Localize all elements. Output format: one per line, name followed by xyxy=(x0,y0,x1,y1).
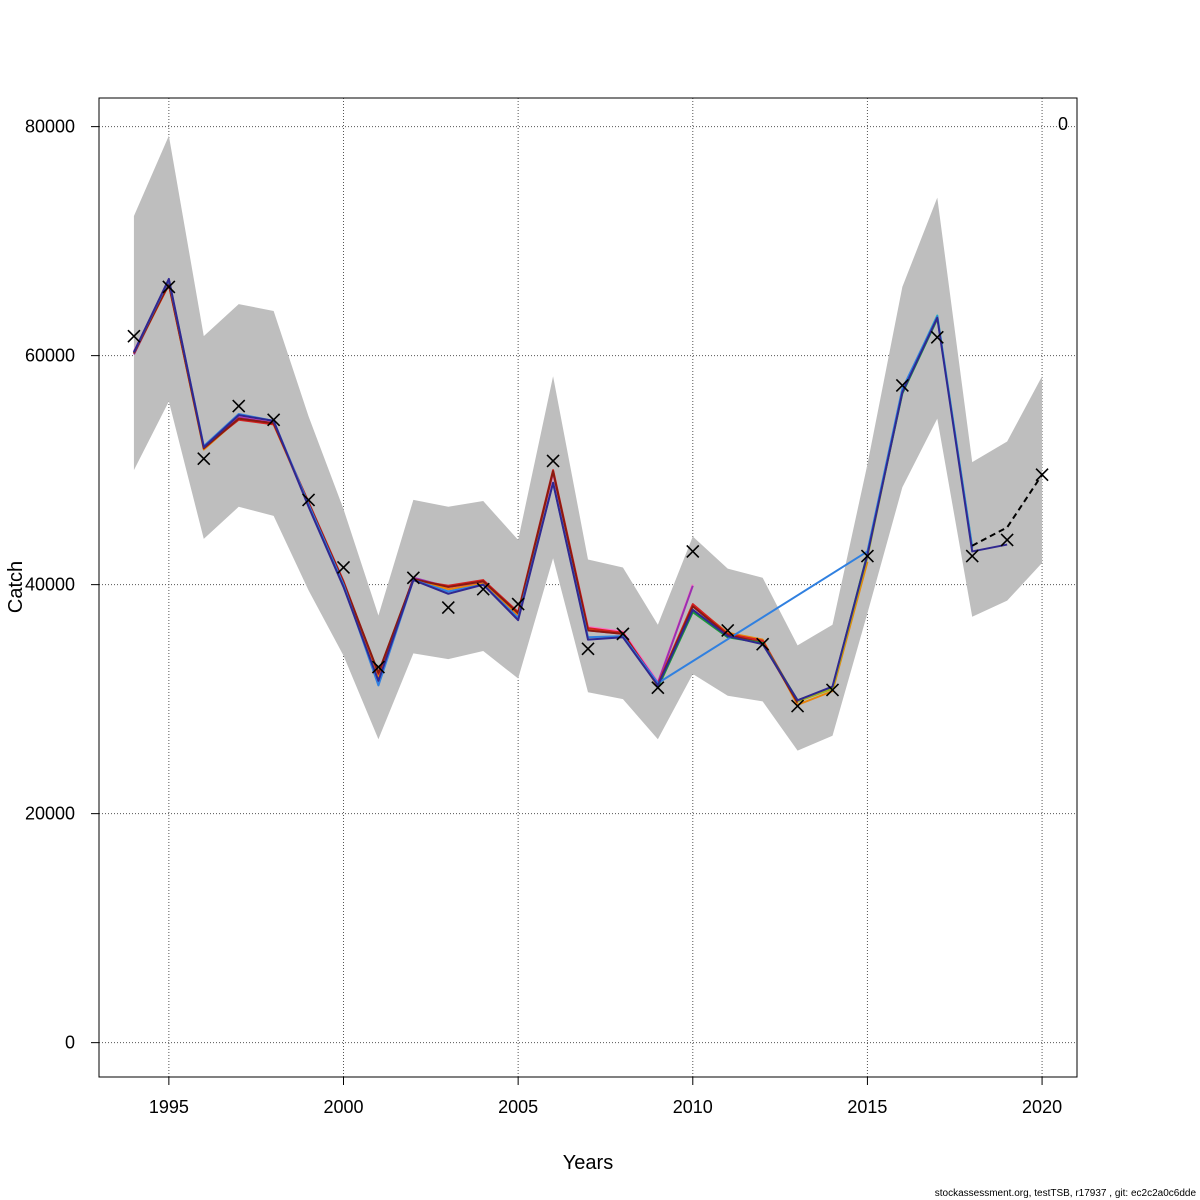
observed-point xyxy=(162,280,176,294)
observed-point-stroke xyxy=(546,454,560,468)
observed-point xyxy=(721,623,735,638)
observed-point xyxy=(406,571,420,585)
observed-point xyxy=(651,681,665,695)
observed-point xyxy=(756,637,770,651)
observed-point-stroke xyxy=(476,582,490,596)
observed-point-stroke xyxy=(686,544,700,558)
observed-point-stroke xyxy=(511,597,525,611)
observed-point-stroke xyxy=(1000,533,1014,547)
observed-point xyxy=(232,399,246,413)
x-tick-label: 2020 xyxy=(1022,1097,1062,1117)
series-line-11 xyxy=(971,474,1043,547)
axes: 1995 2000 2005 2010 2015 2020 0 20000 40000 60000… xyxy=(25,117,1062,1117)
observed-points xyxy=(127,280,1049,713)
observed-point-stroke xyxy=(406,571,420,585)
x-tick-label: 1995 xyxy=(149,1097,189,1117)
plot-frame xyxy=(98,97,1078,1078)
y-tick-label: 0 xyxy=(65,1033,75,1053)
observed-point-stroke xyxy=(302,493,316,507)
y-tick-label: 80000 xyxy=(25,117,75,137)
confidence-band-area xyxy=(133,135,1043,751)
observed-point xyxy=(476,582,490,596)
y-tick-label: 40000 xyxy=(25,575,75,595)
observed-point xyxy=(336,560,351,575)
observed-point xyxy=(511,597,525,611)
observed-point-stroke xyxy=(127,329,141,343)
observed-point-stroke xyxy=(825,683,840,697)
observed-point-stroke xyxy=(581,642,595,656)
observed-point-stroke xyxy=(371,660,385,674)
observed-point xyxy=(860,549,874,563)
observed-point-stroke xyxy=(895,378,909,392)
observed-point xyxy=(1035,468,1049,482)
y-tick-label: 20000 xyxy=(25,804,75,824)
observed-point-stroke xyxy=(616,627,630,641)
observed-point xyxy=(616,627,630,641)
confidence-band xyxy=(133,135,1043,751)
observed-point-stroke xyxy=(651,681,665,695)
observed-point-stroke xyxy=(1035,468,1049,482)
observed-point xyxy=(791,699,805,713)
observed-point-stroke xyxy=(232,399,246,413)
observed-point xyxy=(441,600,455,615)
observed-point xyxy=(302,493,316,507)
x-axis-title: Years xyxy=(563,1152,613,1174)
observed-point-stroke xyxy=(197,452,211,466)
observed-point-stroke xyxy=(965,549,979,563)
observed-point xyxy=(197,452,211,466)
observed-point xyxy=(825,683,840,697)
observed-point-stroke xyxy=(860,549,874,563)
observed-point-stroke xyxy=(756,637,770,651)
y-axis-title: Catch xyxy=(5,561,27,613)
observed-point xyxy=(686,544,700,558)
observed-point xyxy=(895,378,909,392)
observed-point xyxy=(371,660,385,674)
observed-point-stroke xyxy=(267,413,281,427)
series-line-10 xyxy=(133,277,1008,702)
observed-point xyxy=(965,549,979,563)
series-line-5 xyxy=(133,282,799,704)
footer-credit: stockassessment.org, testTSB, r17937 , g… xyxy=(935,1188,1197,1199)
observed-point-stroke xyxy=(791,699,805,713)
observed-point xyxy=(127,329,141,343)
x-tick-label: 2010 xyxy=(673,1097,713,1117)
observed-point xyxy=(1000,533,1014,547)
observed-point-stroke xyxy=(441,600,455,615)
observed-point xyxy=(581,642,595,656)
corner-label: 0 xyxy=(1058,114,1068,134)
y-tick-label: 60000 xyxy=(25,346,75,366)
x-tick-label: 2000 xyxy=(323,1097,363,1117)
observed-point-stroke xyxy=(930,330,944,344)
x-tick-label: 2015 xyxy=(847,1097,887,1117)
observed-point xyxy=(930,330,944,344)
x-tick-label: 2005 xyxy=(498,1097,538,1117)
observed-point xyxy=(267,413,281,427)
observed-point xyxy=(546,454,560,468)
observed-point-stroke xyxy=(336,560,351,575)
observed-point-stroke xyxy=(721,623,735,638)
observed-point-stroke xyxy=(162,280,176,294)
